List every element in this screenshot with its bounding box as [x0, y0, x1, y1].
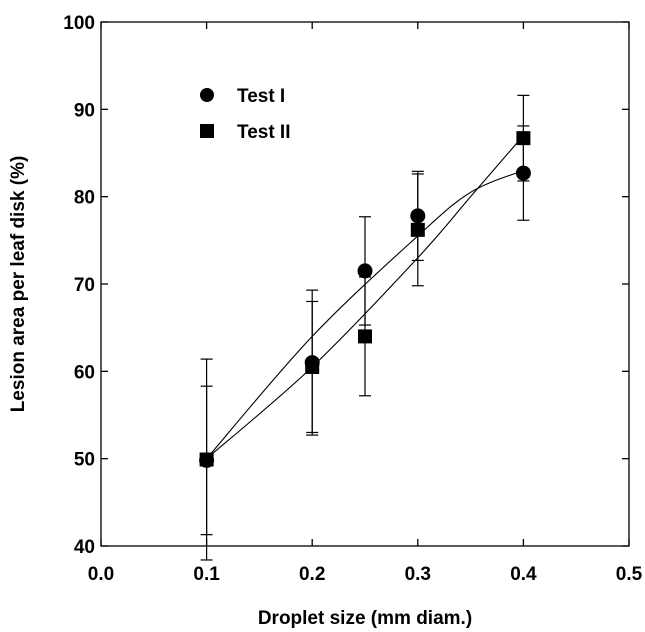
- y-tick-label: 40: [74, 537, 95, 558]
- y-tick-label: 60: [74, 362, 95, 383]
- y-tick-label: 90: [74, 100, 95, 121]
- data-point-test-2: [410, 222, 425, 237]
- x-tick-label: 0.0: [88, 564, 114, 585]
- data-point-test-2: [199, 452, 214, 467]
- legend-label-test-2: Test II: [237, 122, 291, 143]
- legend-marker-square: [200, 124, 214, 138]
- legend-marker-circle: [200, 88, 214, 102]
- y-tick-label: 100: [63, 13, 95, 34]
- error-bars: [200, 94, 530, 561]
- y-axis-ticks: 40 50 60 70 80 90 100: [63, 13, 629, 558]
- y-tick-label: 50: [74, 450, 95, 471]
- x-tick-label: 0.5: [616, 564, 643, 585]
- data-point-test-2: [358, 329, 372, 344]
- fit-line-series-1: [206, 169, 524, 460]
- data-point-test-1: [410, 208, 426, 224]
- legend: Test I Test II: [200, 86, 291, 143]
- x-tick-label: 0.4: [510, 564, 537, 585]
- x-tick-label: 0.3: [405, 564, 431, 585]
- y-tick-label: 70: [74, 275, 95, 296]
- x-axis-title: Droplet size (mm diam.): [258, 608, 472, 629]
- fit-lines: [206, 135, 524, 460]
- x-tick-label: 0.1: [193, 564, 220, 585]
- data-point-test-2: [516, 131, 531, 146]
- data-point-test-1: [515, 165, 531, 181]
- data-point-test-1: [357, 263, 373, 279]
- y-axis-title: Lesion area per leaf disk (%): [8, 156, 29, 413]
- fit-line-series-2: [206, 135, 524, 460]
- x-tick-label: 0.2: [299, 564, 325, 585]
- data-point-test-2: [305, 359, 320, 374]
- y-tick-label: 80: [74, 188, 95, 209]
- data-markers: [199, 131, 531, 468]
- legend-label-test-1: Test I: [237, 86, 285, 107]
- x-axis-ticks: 0.0 0.1 0.2 0.3 0.4 0.5: [88, 22, 643, 585]
